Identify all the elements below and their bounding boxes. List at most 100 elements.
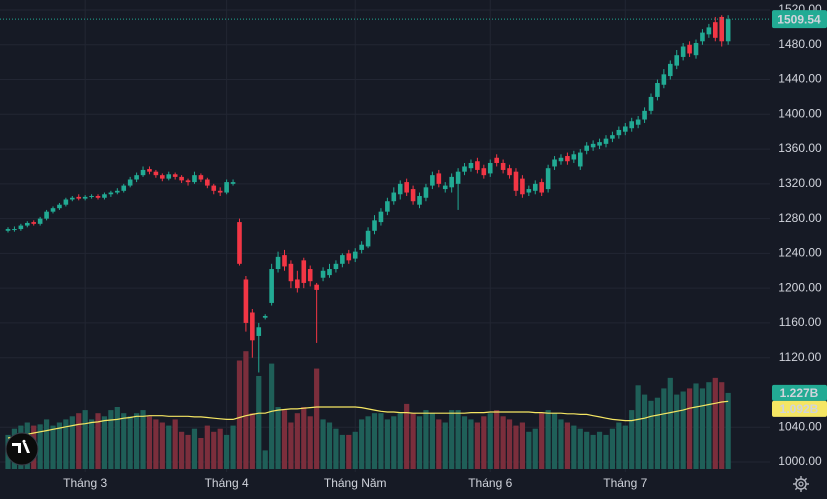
volume-bar — [146, 416, 153, 469]
settings-icon[interactable] — [793, 476, 809, 492]
candle-body — [449, 176, 454, 188]
candle-body — [372, 220, 377, 231]
candle-body — [288, 263, 294, 282]
candle-body — [18, 225, 24, 230]
volume-bar — [629, 410, 635, 469]
volume-bar — [288, 422, 294, 469]
volume-bar — [577, 428, 583, 469]
volume-bar — [262, 450, 268, 469]
candle-body — [378, 211, 384, 223]
volume-bar — [423, 410, 429, 469]
volume-bar — [140, 410, 146, 469]
volume-bar — [224, 434, 230, 469]
volume-bar — [191, 428, 198, 469]
candle-body — [500, 162, 506, 170]
candle-body — [526, 189, 532, 193]
volume-bar — [95, 413, 101, 469]
volume-bar — [211, 431, 217, 469]
volume-bar — [648, 400, 654, 469]
candle-body — [327, 269, 332, 276]
volume-bar — [519, 422, 525, 469]
candle-body — [404, 182, 409, 193]
candle-body — [82, 196, 88, 199]
x-tick-label: Tháng 4 — [205, 476, 249, 490]
volume-bar — [314, 368, 320, 469]
candle-body — [513, 171, 519, 191]
candle-body — [89, 196, 94, 198]
candle-body — [584, 145, 589, 151]
candle-body — [610, 135, 615, 139]
volume-bar — [346, 434, 352, 469]
candle-body — [63, 199, 69, 205]
volume-ma-badge — [772, 400, 827, 417]
candle-body — [179, 176, 184, 181]
volume-bar — [712, 377, 718, 469]
candle-body — [468, 162, 474, 169]
candle-body — [108, 192, 114, 195]
candle-body — [558, 157, 564, 162]
candle-body — [436, 173, 442, 184]
candle-body — [307, 269, 313, 282]
volume-bar — [69, 416, 75, 469]
volume-bar — [76, 413, 82, 469]
candle-body — [70, 197, 75, 200]
volume-bar — [378, 413, 384, 469]
volume-bar — [134, 413, 140, 469]
candle-body — [205, 179, 210, 186]
candle-body — [667, 63, 673, 77]
volume-bar — [404, 403, 410, 469]
candle-body — [198, 175, 204, 180]
volume-bar — [468, 419, 474, 469]
volume-bar — [442, 422, 448, 469]
volume-pane — [5, 351, 731, 469]
candle-body — [545, 168, 551, 190]
candle-body — [12, 229, 17, 231]
volume-bar — [487, 413, 493, 469]
candle-body — [680, 46, 686, 57]
volume-bar — [558, 419, 564, 469]
candle-body — [391, 192, 397, 202]
y-tick-label: 1360.00 — [778, 141, 822, 155]
volume-bar — [63, 419, 69, 469]
candle-body — [115, 190, 120, 193]
last-price-label: 1509.54 — [777, 12, 821, 26]
candle-body — [44, 211, 49, 219]
price-pane — [0, 15, 770, 373]
volume-bar — [699, 388, 706, 469]
volume-bar — [326, 422, 333, 469]
volume-bar — [603, 434, 609, 469]
candle-body — [616, 129, 622, 136]
candle-body — [50, 208, 56, 212]
candle-body — [192, 175, 197, 183]
volume-bar — [564, 422, 571, 469]
candle-body — [340, 255, 345, 264]
volume-bar — [320, 419, 326, 469]
x-tick-label: Tháng 6 — [468, 476, 512, 490]
candle-body — [346, 253, 352, 261]
volume-bar — [269, 363, 275, 469]
candle-body — [661, 74, 667, 85]
candle-body — [455, 171, 461, 184]
candle-body — [37, 218, 43, 224]
candle-body — [487, 162, 493, 174]
candle-body — [725, 19, 731, 42]
volume-bar — [384, 419, 390, 469]
volume-bar — [114, 407, 120, 469]
candle-body — [590, 143, 596, 148]
volume-bar — [410, 413, 416, 469]
volume-bar — [693, 383, 699, 469]
candle-body — [333, 263, 339, 270]
y-tick-label: 1280.00 — [778, 211, 822, 225]
volume-bar — [371, 413, 378, 469]
candle-body — [532, 183, 538, 191]
last-price-badge — [772, 10, 827, 29]
volume-bar — [416, 416, 423, 469]
candle-body — [700, 32, 705, 42]
y-tick-label: 1400.00 — [778, 106, 822, 120]
x-tick-label: Tháng Năm — [324, 476, 387, 490]
volume-bar — [686, 388, 693, 469]
candle-body — [166, 174, 172, 179]
volume-bar — [43, 419, 50, 469]
volume-bar — [616, 422, 622, 469]
